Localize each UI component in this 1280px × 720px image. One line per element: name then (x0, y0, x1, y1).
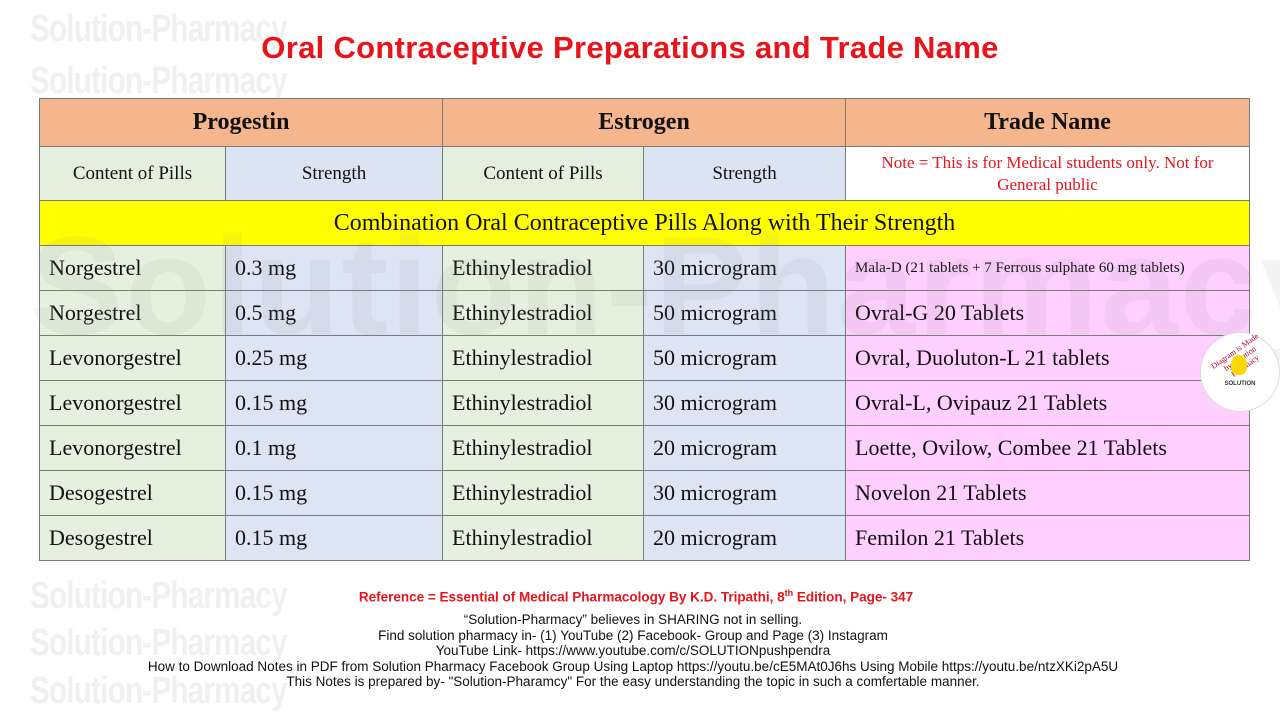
footer-line: YouTube Link- https://www.youtube.com/c/… (435, 643, 831, 658)
reference-line: Reference = Essential of Medical Pharmac… (0, 588, 1272, 605)
footer-line: Find solution pharmacy in- (1) YouTube (… (378, 627, 888, 643)
progestin-cell: Levonorgestrel (39, 425, 226, 471)
progestin-cell: Norgestrel (39, 245, 226, 291)
progestin-strength-cell: 0.3 mg (224, 245, 444, 291)
progestin-cell: Norgestrel (39, 290, 226, 336)
solution-pharmacy-badge: Diagram is Made by Solution Pharmacy SOL… (1200, 332, 1280, 412)
estrogen-strength-cell: 20 microgram (643, 515, 847, 561)
reference-text: Reference = Essential of Medical Pharmac… (358, 589, 785, 605)
lightbulb-icon (1231, 355, 1247, 375)
table-row: Levonorgestrel 0.15 mg Ethinylestradiol 30 … (39, 380, 1251, 426)
contraceptive-table: Progestin Estrogen Trade Name Content of… (38, 98, 1251, 561)
section-band-row: Combination Oral Contraceptive Pills Alo… (38, 200, 1251, 246)
estrogen-strength-cell: 50 microgram (643, 290, 847, 336)
progestin-cell: Desogestrel (39, 470, 226, 516)
progestin-cell: Levonorgestrel (39, 380, 226, 426)
medical-note: Note = This is for Medical students only… (845, 146, 1251, 201)
watermark-text: Solution-Pharmacy (30, 60, 288, 102)
subheader-progestin-content: Content of Pills (39, 146, 226, 201)
estrogen-strength-cell: 50 microgram (643, 335, 847, 381)
footer-line: “Solution-Pharmacy” believes in SHARING … (463, 612, 803, 627)
estrogen-strength-cell: 20 microgram (643, 425, 847, 471)
trade-name-cell: Ovral-G 20 Tablets (845, 290, 1251, 336)
estrogen-cell: Ethinylestradiol (442, 380, 645, 426)
header-estrogen: Estrogen (442, 98, 847, 147)
trade-name-cell: Femilon 21 Tablets (845, 515, 1251, 561)
progestin-strength-cell: 0.15 mg (224, 470, 444, 516)
estrogen-cell: Ethinylestradiol (442, 335, 645, 381)
estrogen-cell: Ethinylestradiol (442, 245, 645, 291)
estrogen-cell: Ethinylestradiol (442, 425, 645, 471)
reference-page: Edition, Page- 347 (793, 589, 914, 605)
trade-name-cell: Mala-D (21 tablets + 7 Ferrous sulphate … (845, 245, 1251, 291)
footer-line: How to Download Notes in PDF from Soluti… (147, 658, 1119, 674)
table-row: Desogestrel 0.15 mg Ethinylestradiol 20 mic… (39, 515, 1251, 561)
footer-line: This Notes is prepared by- "Solution-Pha… (286, 674, 980, 689)
header-trade-name: Trade Name (845, 98, 1251, 147)
progestin-cell: Levonorgestrel (39, 335, 226, 381)
table-header-row: Progestin Estrogen Trade Name (38, 98, 1251, 147)
progestin-strength-cell: 0.15 mg (224, 380, 444, 426)
trade-name-cell: Loette, Ovilow, Combee 21 Tablets (845, 425, 1251, 471)
progestin-strength-cell: 0.25 mg (224, 335, 444, 381)
progestin-strength-cell: 0.5 mg (224, 290, 444, 336)
page-title: Oral Contraceptive Preparations and Trad… (261, 30, 999, 65)
trade-name-cell: Ovral, Duoluton-L 21 tablets (845, 335, 1251, 381)
badge-sub: SOLUTION (1224, 381, 1256, 387)
reference-sup: th (784, 588, 794, 598)
estrogen-cell: Ethinylestradiol (442, 470, 645, 516)
trade-name-cell: Ovral-L, Ovipauz 21 Tablets (845, 380, 1251, 426)
progestin-cell: Desogestrel (39, 515, 226, 561)
table-row: Levonorgestrel 0.25 mg Ethinylestradiol 50 … (39, 335, 1251, 381)
footer: “Solution-Pharmacy” believes in SHARING … (0, 612, 1266, 690)
table-row: Levonorgestrel 0.1 mg Ethinylestradiol 20 m… (39, 425, 1251, 471)
progestin-strength-cell: 0.1 mg (224, 425, 444, 471)
header-progestin: Progestin (38, 98, 444, 147)
trade-name-cell: Novelon 21 Tablets (845, 470, 1251, 516)
table-row: Desogestrel 0.15 mg Ethinylestradiol 30 mic… (39, 470, 1251, 516)
watermark-large: Solution-Pharmacy (30, 207, 1280, 364)
subheader-progestin-strength: Strength (224, 146, 444, 201)
subheader-estrogen-strength: Strength (643, 146, 847, 201)
section-title: Combination Oral Contraceptive Pills Alo… (38, 200, 1251, 246)
estrogen-cell: Ethinylestradiol (442, 515, 645, 561)
estrogen-strength-cell: 30 microgram (643, 470, 847, 516)
table-subheader-row: Content of Pills Strength Content of Pil… (39, 146, 1251, 201)
progestin-strength-cell: 0.15 mg (224, 515, 444, 561)
subheader-estrogen-content: Content of Pills (442, 146, 645, 201)
estrogen-strength-cell: 30 microgram (643, 380, 847, 426)
